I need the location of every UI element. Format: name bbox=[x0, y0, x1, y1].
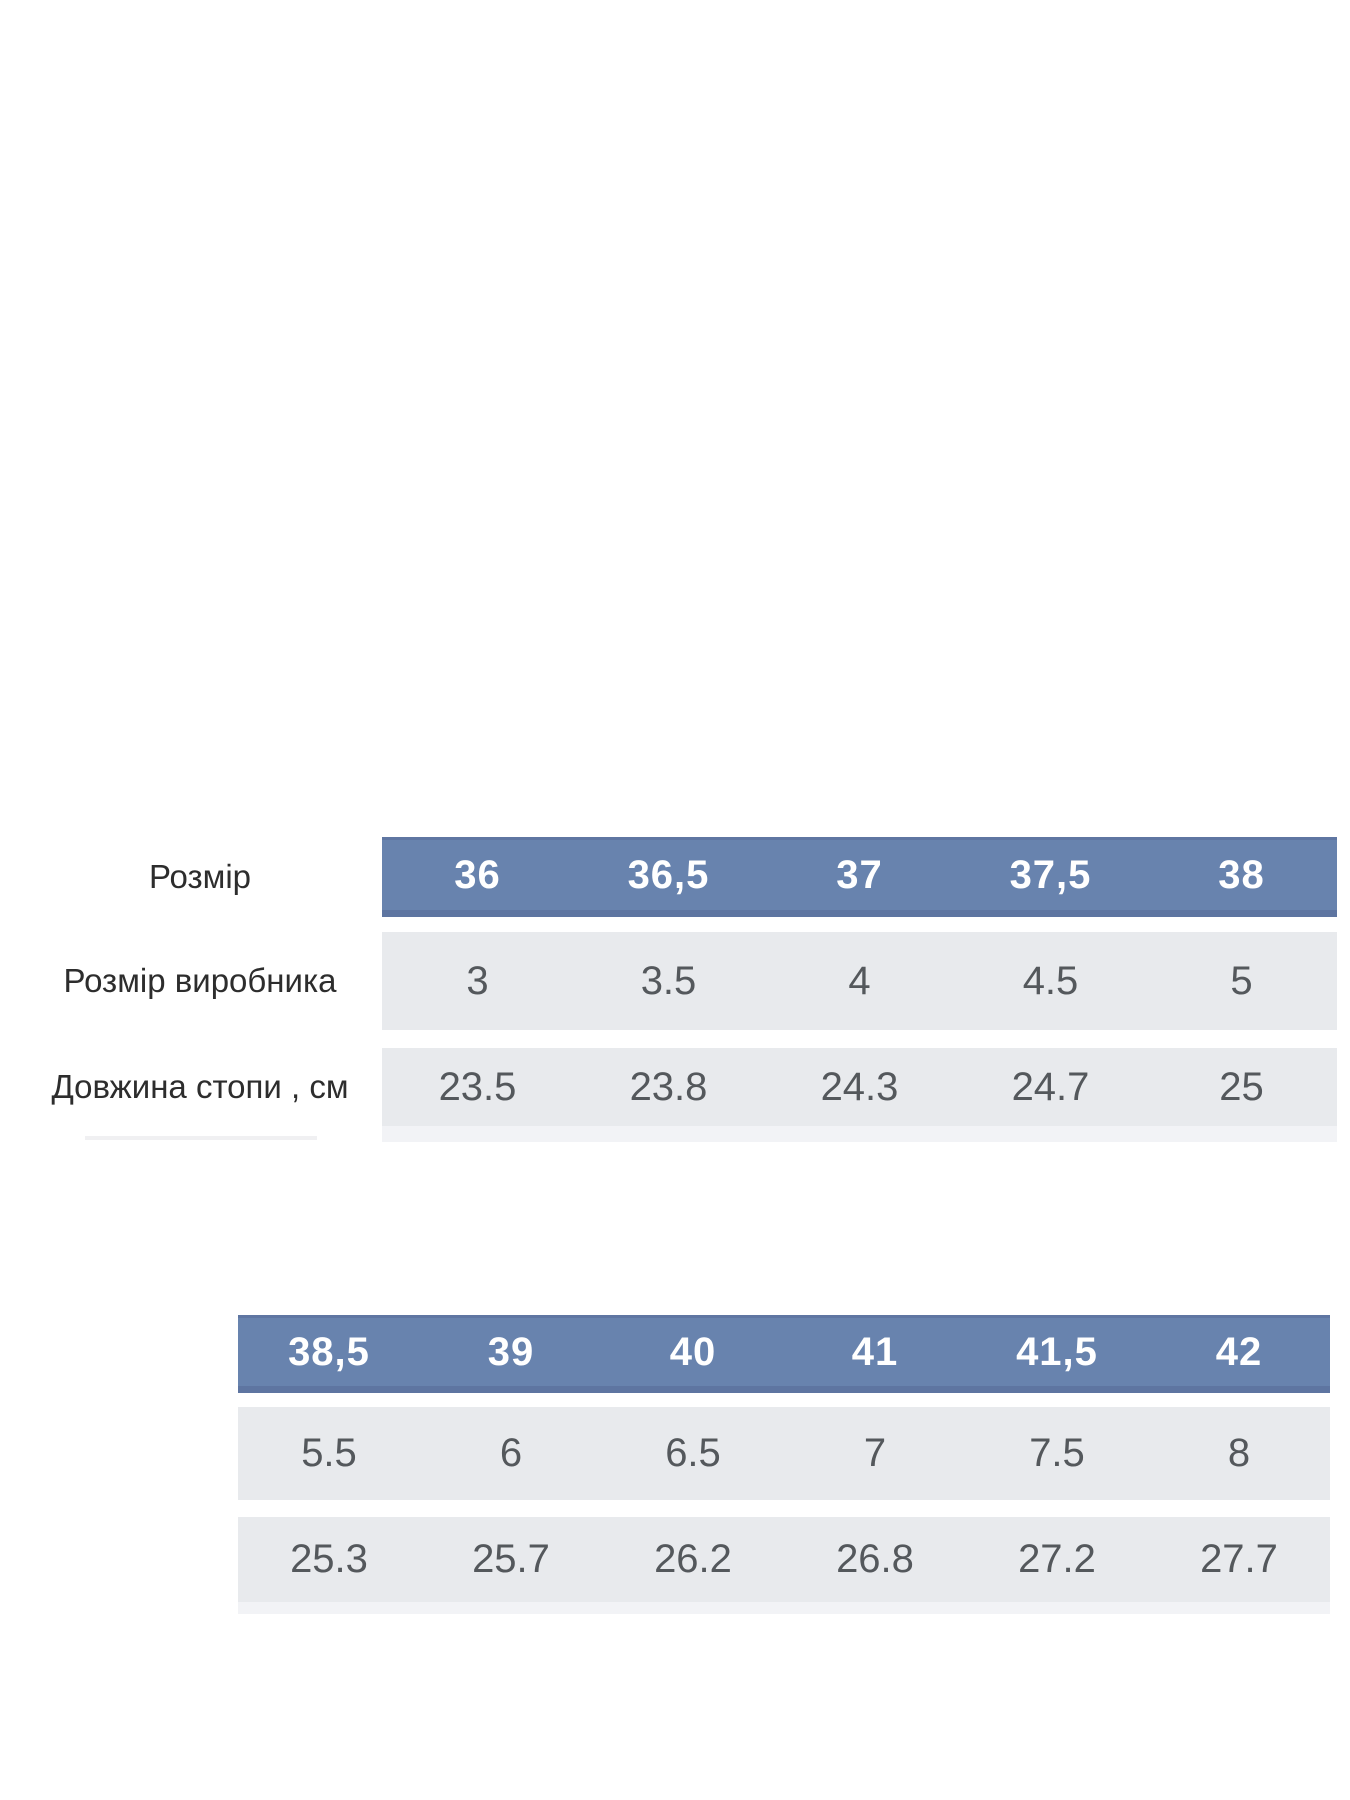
foot-length-cell: 27.2 bbox=[1018, 1537, 1096, 1581]
row-label-size: Розмір bbox=[148, 858, 252, 895]
manufacturer-size-cell: 6 bbox=[499, 1431, 523, 1475]
manufacturer-size-cell: 3 bbox=[466, 958, 489, 1003]
foot-length-cell: 25.7 bbox=[472, 1537, 550, 1581]
foot-length-cell: 27.7 bbox=[1200, 1537, 1278, 1581]
size-header-cell: 37,5 bbox=[1009, 852, 1092, 897]
size-header-cell: 36,5 bbox=[627, 852, 710, 897]
foot-length-cell: 23.5 bbox=[438, 1064, 517, 1109]
manufacturer-size-cell: 4.5 bbox=[1022, 958, 1079, 1003]
size-table-part1-manufacturer-row: 3 3.5 4 4.5 5 bbox=[382, 932, 1337, 1030]
size-table-part2-header-row: 38,5 39 40 41 41,5 42 bbox=[238, 1315, 1330, 1393]
foot-length-cell: 25 bbox=[1219, 1064, 1264, 1109]
manufacturer-size-cell: 4 bbox=[848, 958, 871, 1003]
manufacturer-size-cell: 8 bbox=[1227, 1431, 1251, 1475]
manufacturer-size-cell: 5 bbox=[1230, 958, 1253, 1003]
manufacturer-size-cell: 7.5 bbox=[1029, 1431, 1085, 1475]
size-header-cell: 37 bbox=[836, 852, 883, 897]
size-header-cell: 36 bbox=[454, 852, 501, 897]
size-header-cell: 39 bbox=[487, 1329, 535, 1374]
foot-length-cell: 24.7 bbox=[1011, 1064, 1090, 1109]
size-header-cell: 38 bbox=[1218, 852, 1265, 897]
size-table-part1-header-row: 36 36,5 37 37,5 38 bbox=[382, 837, 1337, 917]
label-column-underline bbox=[85, 1136, 317, 1140]
manufacturer-size-cell: 3.5 bbox=[640, 958, 697, 1003]
row-label-foot-length: Довжина стопи , см bbox=[51, 1068, 349, 1105]
size-header-cell: 41,5 bbox=[1016, 1329, 1098, 1374]
manufacturer-size-cell: 7 bbox=[863, 1431, 887, 1475]
manufacturer-size-cell: 6.5 bbox=[665, 1431, 721, 1475]
row-label-manufacturer-size: Розмір виробника bbox=[63, 962, 337, 999]
size-table-part2-foot-length-row: 25.3 25.7 26.2 26.8 27.2 27.7 bbox=[238, 1517, 1330, 1602]
foot-length-cell: 23.8 bbox=[629, 1064, 708, 1109]
table-part2-bottom-strip bbox=[238, 1602, 1330, 1614]
manufacturer-size-cell: 5.5 bbox=[301, 1431, 357, 1475]
size-table-part2-manufacturer-row: 5.5 6 6.5 7 7.5 8 bbox=[238, 1407, 1330, 1500]
size-header-cell: 42 bbox=[1215, 1329, 1263, 1374]
size-header-cell: 41 bbox=[851, 1329, 899, 1374]
size-header-cell: 38,5 bbox=[288, 1329, 370, 1374]
table-part1-bottom-strip bbox=[382, 1126, 1337, 1142]
size-table-part1-foot-length-row: 23.5 23.8 24.3 24.7 25 bbox=[382, 1048, 1337, 1126]
foot-length-cell: 26.8 bbox=[836, 1537, 914, 1581]
foot-length-cell: 24.3 bbox=[820, 1064, 899, 1109]
foot-length-cell: 26.2 bbox=[654, 1537, 732, 1581]
foot-length-cell: 25.3 bbox=[290, 1537, 368, 1581]
size-header-cell: 40 bbox=[669, 1329, 717, 1374]
